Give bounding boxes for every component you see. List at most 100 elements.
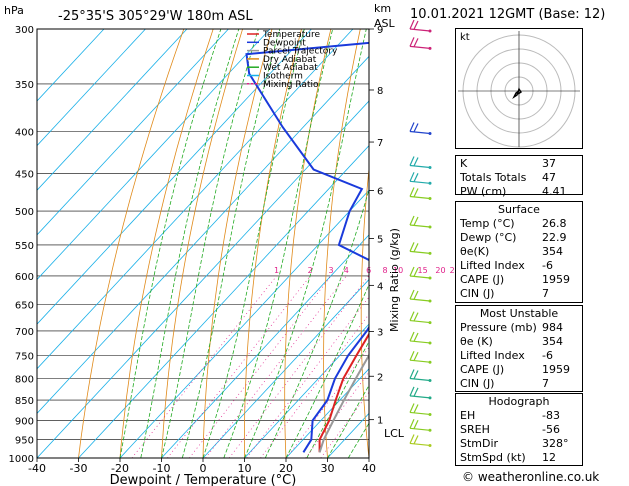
hpa-label: hPa: [4, 4, 24, 17]
wind-barb-flag: [413, 267, 419, 277]
wet-adiabat-line: [181, 29, 281, 458]
wind-barb-dot: [428, 132, 432, 136]
wet-adiabat-line: [327, 384, 369, 458]
wind-barb-staff: [409, 275, 431, 279]
dry-adiabat-line: [161, 29, 243, 458]
wind-barb-flag: [413, 216, 419, 226]
most-unstable-title: Most Unstable: [479, 307, 559, 320]
wind-barb-flag: [413, 290, 419, 300]
wind-barb-flag: [413, 420, 419, 429]
isotherm-line: [37, 55, 369, 414]
pressure-tick-label: 850: [15, 396, 34, 407]
pressure-tick-label: 550: [15, 241, 34, 252]
wind-barb-dot: [428, 443, 432, 447]
wet-adiabat-line: [202, 29, 305, 458]
pressure-tick-label: 300: [15, 25, 34, 36]
surface-table: Surface Temp (°C) 26.8 Dewp (°C) 22.9 θe(K…: [455, 201, 583, 303]
wind-barb-flag: [413, 435, 419, 445]
wet-adiabat-line: [140, 29, 240, 458]
isotherm-line: [37, 29, 312, 325]
legend-label: Dry Adiabat: [263, 55, 317, 65]
km-tick-label: 1: [377, 416, 383, 427]
wind-barb-dot: [428, 321, 432, 325]
wet-adiabat-line: [161, 29, 259, 458]
dry-adiabat-line: [119, 29, 214, 458]
wind-barb-flag: [413, 157, 419, 167]
mixing-ratio-line: [205, 275, 347, 458]
wind-barb-dot: [428, 196, 432, 200]
dry-adiabat-line: [202, 29, 273, 458]
wind-barb-staff: [409, 250, 431, 254]
mixing-ratio-tick-label: 4: [344, 266, 349, 275]
wind-barb-dot: [428, 181, 432, 185]
km-tick-label: 4: [377, 281, 383, 292]
wind-barb-dot: [428, 428, 432, 432]
wind-barb-staff: [409, 224, 431, 228]
km-tick-label: 2: [377, 372, 383, 383]
wind-barb-staff: [409, 359, 431, 363]
surface-row: CAPE (J) 1959: [460, 273, 570, 286]
wind-barb-dot: [428, 299, 432, 303]
mu-row: θe (K) 354: [460, 335, 563, 348]
hodo-row: EH -83: [460, 409, 560, 422]
x-tick-label: -20: [111, 462, 129, 475]
km-tick-label: 5: [377, 234, 383, 245]
wind-barb-dot: [428, 46, 432, 50]
wind-barb-dot: [428, 251, 432, 255]
mixing-ratio-tick-label: 15: [417, 266, 427, 275]
wind-barb-flag: [409, 369, 415, 379]
mixing-ratio-tick-label: 2: [308, 266, 313, 275]
wind-barb-flag: [413, 351, 419, 361]
legend-label: Isotherm: [263, 72, 303, 82]
wind-barb-flag: [413, 404, 419, 414]
wind-barb-flag: [409, 37, 415, 47]
wind-barb-flag: [413, 387, 419, 397]
km-tick-label: 6: [377, 186, 383, 197]
isotherm-line: [37, 29, 354, 370]
x-tick-label: 30: [321, 462, 335, 475]
wind-barb-staff: [409, 427, 431, 431]
wind-barb-flag: [413, 20, 419, 30]
dry-adiabat-line: [284, 29, 332, 458]
wind-barb-dot: [428, 225, 432, 229]
wind-barb-flag: [409, 122, 415, 132]
wind-barb-staff: [409, 395, 431, 399]
wind-barb-staff: [409, 319, 431, 324]
wind-barb-flag: [409, 172, 415, 182]
isotherm-line: [37, 29, 146, 147]
wind-barb-flag: [409, 242, 415, 252]
pressure-tick-label: 400: [15, 128, 34, 139]
hodo-row: StmSpd (kt) 12: [460, 451, 556, 464]
isotherm-line: [244, 323, 369, 458]
wind-barb-flag: [409, 187, 415, 197]
footer-credit[interactable]: © weatheronline.co.uk: [462, 470, 600, 484]
wet-adiabat-line: [264, 188, 369, 458]
wind-barb-flag: [409, 289, 415, 300]
wind-barb-flag: [413, 173, 419, 182]
wind-barb-flag: [413, 332, 419, 342]
wind-barb-flag: [409, 19, 415, 30]
pressure-tick-label: 600: [15, 272, 34, 283]
mixing-ratio-line: [189, 275, 332, 458]
wind-barb-flag: [413, 370, 419, 380]
x-tick-label: 40: [362, 462, 376, 475]
mixing-ratio-tick-label: 3: [328, 266, 333, 275]
x-axis-label: Dewpoint / Temperature (°C): [110, 473, 297, 486]
mixing-ratio-line: [167, 275, 311, 458]
location-title: -25°35'S 305°29'W 180m ASL: [58, 9, 253, 24]
isotherm-line: [161, 234, 369, 458]
indices-table: K 37 Totals Totals 47 PW (cm) 4.41: [455, 155, 583, 198]
wind-barb-flag: [409, 419, 415, 429]
pressure-tick-label: 700: [15, 327, 34, 338]
wind-barb-staff: [409, 442, 431, 447]
x-tick-label: 10: [238, 462, 252, 475]
hodograph-panel: kt: [455, 28, 583, 149]
surface-row: Temp (°C) 26.8: [460, 217, 567, 230]
wind-barb-dot: [428, 341, 432, 345]
wind-barb-flag: [413, 243, 419, 253]
wind-barb-staff: [409, 340, 431, 344]
wind-barb-staff: [409, 377, 431, 382]
pressure-tick-label: 350: [15, 80, 34, 91]
hodo-row: SREH -56: [460, 423, 560, 436]
